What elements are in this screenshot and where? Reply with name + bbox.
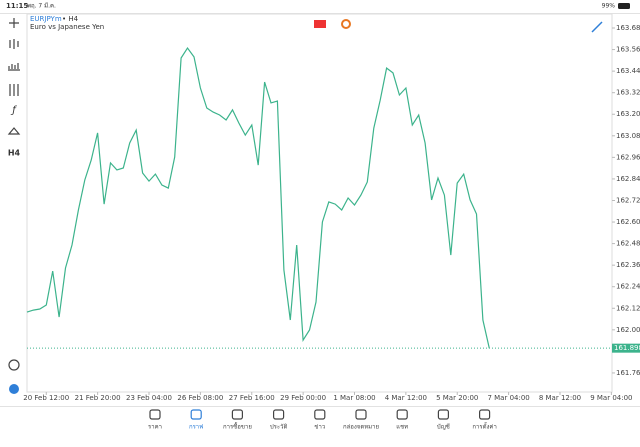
trade-tool[interactable]	[9, 384, 19, 394]
price-line	[26, 46, 490, 349]
nav-label: การซื้อขาย	[223, 421, 252, 431]
nav-label: ราคา	[148, 424, 162, 431]
function-tool[interactable]: ƒ	[10, 105, 17, 116]
y-tick-label: 163.440	[616, 67, 640, 75]
y-tick-label: 162.840	[616, 175, 640, 183]
nav-icon	[437, 409, 449, 420]
y-tick-label: 163.080	[616, 132, 640, 140]
current-price-tag	[612, 343, 640, 353]
y-tick-label: 162.720	[616, 196, 640, 204]
nav-item[interactable]: ราคา	[148, 409, 162, 431]
battery-icon	[618, 3, 630, 9]
x-tick-label: 4 Mar 12:00	[385, 394, 427, 402]
x-tick-label: 29 Feb 00:00	[280, 394, 326, 402]
x-tick-label: 8 Mar 12:00	[539, 394, 581, 402]
x-tick-label: 21 Feb 20:00	[75, 394, 121, 402]
nav-label: ประวัติ	[270, 424, 288, 431]
settings-tool[interactable]	[9, 84, 19, 96]
divider	[0, 406, 640, 407]
plot-area	[26, 13, 613, 393]
flag-icon	[341, 19, 351, 29]
chart-type-tool[interactable]	[9, 39, 19, 49]
symbol[interactable]: EURJPYm	[30, 15, 62, 23]
x-tick-label: 9 Mar 04:00	[590, 394, 632, 402]
y-tick-label: 162.480	[616, 240, 640, 248]
nav-item[interactable]: ประวัติ	[270, 409, 288, 431]
y-tick-label: 162.960	[616, 153, 640, 161]
nav-icon	[396, 409, 408, 420]
objects-tool[interactable]	[7, 127, 21, 135]
current-price-label: 161.898	[614, 344, 640, 352]
left-toolbar: ƒ H4	[7, 18, 21, 394]
nav-label: กล่องจดหมาย	[343, 424, 379, 431]
draw-tool[interactable]	[591, 21, 603, 33]
nav-label: แชท	[396, 424, 408, 431]
nav-label: บัญชี	[437, 423, 450, 431]
y-tick-label: 162.000	[616, 326, 640, 334]
nav-item[interactable]: การตั้งค่า	[472, 409, 497, 431]
x-tick-label: 5 Mar 20:00	[436, 394, 478, 402]
nav-item[interactable]: กราฟ	[189, 409, 203, 431]
nav-icon	[479, 409, 491, 420]
y-tick-label: 163.320	[616, 89, 640, 97]
nav-item[interactable]: การซื้อขาย	[223, 409, 252, 431]
zoom-tool[interactable]	[8, 359, 20, 371]
nav-icon	[231, 409, 243, 420]
indicator-tool[interactable]	[8, 63, 20, 71]
nav-icon	[273, 409, 285, 420]
nav-icon	[355, 409, 367, 420]
y-tick-label: 163.200	[616, 110, 640, 118]
nav-label: การตั้งค่า	[472, 421, 496, 431]
description: Euro vs Japanese Yen	[30, 23, 104, 31]
flag-icon	[314, 20, 326, 28]
nav-item[interactable]: ข่าว	[314, 409, 326, 431]
x-tick-label: 7 Mar 04:00	[487, 394, 529, 402]
x-tick-label: 1 Mar 08:00	[333, 394, 375, 402]
nav-label: ข่าว	[314, 424, 325, 431]
nav-item[interactable]: แชท	[396, 409, 408, 431]
nav-item[interactable]: บัญชี	[437, 409, 450, 431]
y-tick-label: 162.240	[616, 283, 640, 291]
nav-icon	[190, 409, 202, 420]
nav-icon	[149, 409, 161, 420]
y-tick-label: 161.760	[616, 369, 640, 377]
timeframe: • H4	[62, 15, 79, 23]
timeframe-tool[interactable]: H4	[8, 149, 21, 158]
x-tick-label: 23 Feb 04:00	[126, 394, 172, 402]
y-tick-label: 162.600	[616, 218, 640, 226]
x-tick-label: 27 Feb 16:00	[229, 394, 275, 402]
nav-item[interactable]: กล่องจดหมาย	[343, 409, 379, 431]
status-date: พฤ. 7 มี.ค.	[27, 2, 56, 10]
crosshair-tool[interactable]	[9, 18, 19, 28]
nav-label: กราฟ	[189, 424, 203, 431]
y-tick-label: 162.120	[616, 304, 640, 312]
y-tick-label: 163.560	[616, 46, 640, 54]
battery-level: 99%	[602, 3, 616, 10]
nav-icon	[314, 409, 326, 420]
y-tick-label: 162.360	[616, 261, 640, 269]
y-tick-label: 163.680	[616, 24, 640, 32]
x-tick-label: 20 Feb 12:00	[23, 394, 69, 402]
status-time: 11:15	[6, 2, 28, 10]
x-tick-label: 26 Feb 08:00	[177, 394, 223, 402]
